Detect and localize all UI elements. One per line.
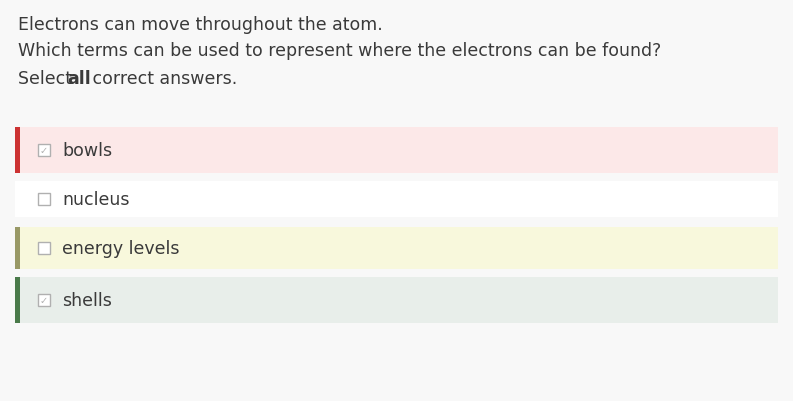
Text: Electrons can move throughout the atom.: Electrons can move throughout the atom. xyxy=(18,16,383,34)
Bar xyxy=(15,182,778,217)
Text: energy levels: energy levels xyxy=(62,239,179,257)
Text: bowls: bowls xyxy=(62,142,112,160)
Bar xyxy=(38,242,50,254)
Bar xyxy=(15,227,20,269)
Bar xyxy=(15,227,778,269)
Bar xyxy=(38,145,50,157)
Bar xyxy=(38,294,50,306)
Bar xyxy=(15,277,778,323)
Bar xyxy=(15,128,778,174)
Text: Which terms can be used to represent where the electrons can be found?: Which terms can be used to represent whe… xyxy=(18,42,661,60)
Text: correct answers.: correct answers. xyxy=(87,70,237,88)
Text: Select: Select xyxy=(18,70,78,88)
Text: shells: shells xyxy=(62,291,112,309)
Bar xyxy=(38,194,50,205)
Text: ✓: ✓ xyxy=(40,295,48,305)
Bar xyxy=(15,277,20,323)
Text: all: all xyxy=(67,70,90,88)
Bar xyxy=(15,128,20,174)
Text: nucleus: nucleus xyxy=(62,190,129,209)
Text: ✓: ✓ xyxy=(40,146,48,156)
